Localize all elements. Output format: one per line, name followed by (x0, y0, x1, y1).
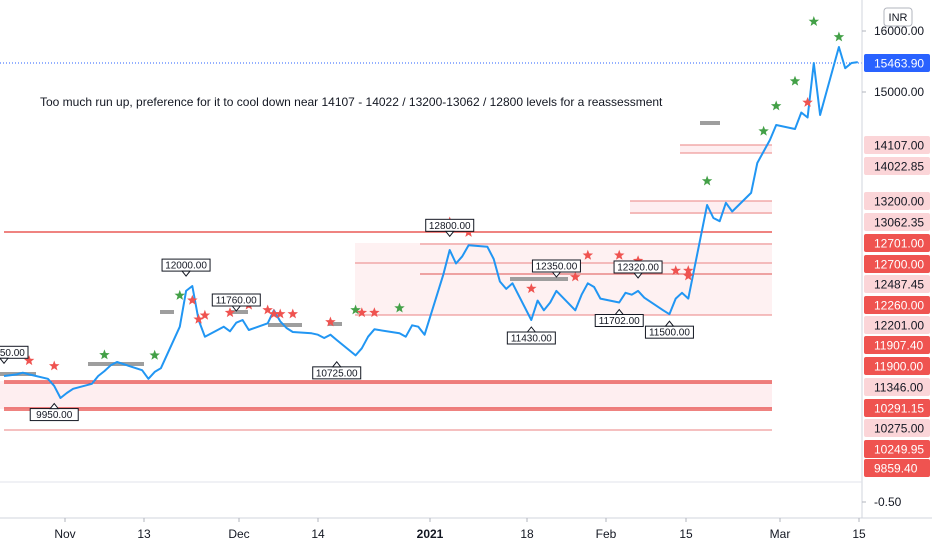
x-tick-label: Dec (228, 527, 249, 541)
level-badge-label: 13062.35 (874, 216, 924, 230)
level-badge: 12487.45 (864, 275, 930, 293)
price-callout: 11760.00 (212, 294, 260, 311)
callout-pointer (182, 271, 190, 276)
zone-13200 (630, 201, 772, 214)
level-badge-label: 12701.00 (874, 237, 924, 251)
support-zone (0, 381, 772, 409)
level-badge: 11346.00 (864, 378, 930, 396)
y-tick-label: -0.50 (874, 495, 902, 509)
level-badge-label: 12201.00 (874, 319, 924, 333)
callout-pointer (333, 362, 341, 367)
callout-label: 11760.00 (216, 296, 257, 307)
level-badge: 10291.15 (864, 399, 930, 417)
level-badge: 12260.00 (864, 296, 930, 314)
y-tick-label: 15000.00 (874, 85, 924, 99)
star-marker (175, 290, 186, 300)
star-marker (809, 16, 820, 26)
level-badge: 14107.00 (864, 136, 930, 154)
x-tick-label: 15 (679, 527, 693, 541)
level-badge-label: 12260.00 (874, 299, 924, 313)
star-marker (802, 97, 813, 107)
price-callout: 10725.00 (313, 362, 361, 380)
x-tick-label: 13 (137, 527, 151, 541)
annotation-text: Too much run up, preference for it to co… (40, 95, 663, 109)
level-badge: 9859.40 (864, 459, 930, 477)
level-badge-label: 13200.00 (874, 195, 924, 209)
callout-label: 12320.00 (617, 262, 659, 273)
x-tick-label: Nov (54, 527, 75, 541)
level-badge: 10249.95 (864, 440, 930, 458)
y-tick-label: 16000.00 (874, 24, 924, 38)
callout-pointer (527, 327, 535, 332)
callout-label: 10725.00 (316, 368, 358, 379)
level-badge: 12701.00 (864, 234, 930, 252)
level-badge: 13062.35 (864, 213, 930, 231)
last-price-badge: 15463.90 (864, 54, 930, 72)
star-marker (771, 101, 782, 111)
level-badge-label: 10291.15 (874, 402, 924, 416)
level-badge-label: 12487.45 (874, 278, 924, 292)
price-callout: 11430.00 (507, 327, 555, 345)
level-badge-label: 11907.40 (874, 339, 923, 353)
level-badge: 12201.00 (864, 316, 930, 334)
level-badge-label: 12700.00 (874, 258, 924, 272)
x-tick-label: Mar (770, 527, 791, 541)
level-badge-label: 10249.95 (874, 443, 924, 457)
x-tick-label: 14 (311, 527, 325, 541)
consolidation-box (700, 121, 720, 125)
star-marker (225, 307, 235, 317)
callout-label: 11430.00 (511, 334, 552, 345)
level-badge-label: 14022.85 (874, 160, 924, 174)
level-badge: 11907.40 (864, 336, 930, 354)
price-callout: 12000.00 (162, 259, 210, 276)
callout-label: 12350.00 (536, 262, 578, 273)
callout-label: 12000.00 (165, 261, 207, 272)
star-marker (758, 126, 768, 136)
callout-pointer (665, 321, 673, 326)
callout-pointer (0, 358, 8, 363)
x-tick-label: 2021 (417, 527, 444, 541)
callout-label: 9950.00 (36, 410, 73, 421)
currency-label: INR (889, 12, 908, 24)
level-badge-label: 14107.00 (874, 139, 924, 153)
callout-label: 11702.00 (599, 316, 640, 327)
level-badge: 11900.00 (864, 357, 930, 375)
last-price-label: 15463.90 (874, 57, 924, 71)
star-layer (24, 16, 844, 370)
x-tick-label: 15 (852, 527, 866, 541)
callout-label: 11500.00 (649, 328, 690, 339)
level-badge-label: 11346.00 (874, 381, 923, 395)
level-badge: 14022.85 (864, 157, 930, 175)
price-callout: 11500.00 (645, 321, 693, 339)
callout-pointer (446, 231, 454, 236)
level-badge: 12700.00 (864, 255, 930, 273)
star-marker (288, 309, 299, 319)
star-marker (834, 32, 845, 42)
star-marker (149, 350, 160, 360)
star-marker (702, 176, 712, 186)
star-marker (49, 361, 60, 371)
price-callout: 10650.00 (0, 346, 28, 363)
x-tick-label: Feb (596, 527, 617, 541)
level-badge-label: 9859.40 (874, 462, 918, 476)
callout-label: 10650.00 (0, 348, 25, 359)
zone-layer (0, 145, 772, 409)
x-tick-label: 18 (520, 527, 534, 541)
level-badge-label: 10275.00 (874, 422, 924, 436)
zone-14107 (680, 145, 772, 153)
star-marker (99, 349, 110, 359)
level-badge-label: 11900.00 (874, 360, 923, 374)
consolidation-box (510, 277, 568, 281)
consolidation-box (160, 310, 174, 314)
level-badge: 10275.00 (864, 419, 930, 437)
star-marker (790, 76, 800, 86)
level-badge: 13200.00 (864, 192, 930, 210)
callout-label: 12800.00 (429, 221, 471, 232)
